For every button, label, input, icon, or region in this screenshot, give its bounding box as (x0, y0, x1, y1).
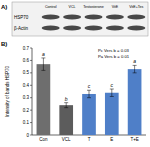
x-tick-label: Con (39, 137, 48, 142)
y-axis (32, 48, 33, 135)
panel-label: B) (1, 41, 7, 47)
bars (37, 58, 142, 135)
error-bar (87, 90, 91, 97)
significance-letter: b (65, 96, 68, 102)
blot-band (106, 25, 124, 30)
lane-label: VCL (69, 5, 76, 9)
x-tick-label: VCL (62, 137, 71, 142)
bar (59, 105, 73, 135)
y-tick-label: 0.3 (23, 95, 30, 100)
lane-label: VitE+Tes (129, 5, 143, 9)
bar (37, 64, 51, 135)
blot-band (85, 14, 103, 19)
blot-band (42, 14, 60, 19)
y-tick-label: 0.7 (23, 46, 30, 51)
y-tick-label: 0 (26, 133, 29, 138)
significance-letter: a (133, 58, 136, 64)
x-tick-label: T+E (130, 137, 138, 142)
blot-band (63, 14, 81, 19)
blot-band (106, 14, 124, 19)
blot-band (127, 14, 145, 19)
canvas: A) Control VCL Testosterone VitE VitE+Tes HSP7… (0, 0, 150, 147)
significance-letter: c (111, 82, 114, 88)
row-label: β-Actin (14, 26, 29, 31)
x-tick-label: T (88, 137, 91, 142)
row-label: HSP70 (14, 15, 29, 20)
y-tick-label: 0.6 (23, 58, 30, 63)
lane-label: Control (45, 5, 57, 9)
y-tick-label: 0.2 (23, 108, 30, 113)
lane-label: VitE (112, 5, 119, 9)
blot-band (63, 25, 81, 30)
bar (128, 69, 142, 135)
y-tick-label: 0.1 (23, 120, 30, 125)
significance-letter: c (88, 83, 91, 89)
error-bar (64, 103, 68, 108)
error-bar (133, 65, 137, 72)
y-tick-label: 0.5 (23, 70, 30, 75)
annotation: Pc Vers b = 0.03 (98, 48, 130, 53)
annotation: Pa Vers b = 0.01 (98, 54, 130, 59)
error-bar (41, 58, 45, 70)
blot-frame (12, 2, 148, 36)
significance-letter: a (42, 51, 45, 57)
y-axis-label: Intensity of bands HSP70 (5, 66, 10, 117)
x-tick-label: E (110, 137, 113, 142)
blot-band (85, 25, 103, 30)
y-tick-label: 0.4 (23, 83, 30, 88)
figure: A) Control VCL Testosterone VitE VitE+Tes HSP7… (0, 0, 150, 147)
blot-band (127, 25, 145, 30)
blot-band (42, 25, 60, 30)
panel-label: A) (1, 4, 7, 10)
lane-label: Testosterone (83, 5, 104, 9)
bar (82, 94, 96, 135)
bar (105, 93, 119, 135)
error-bar (110, 89, 114, 96)
